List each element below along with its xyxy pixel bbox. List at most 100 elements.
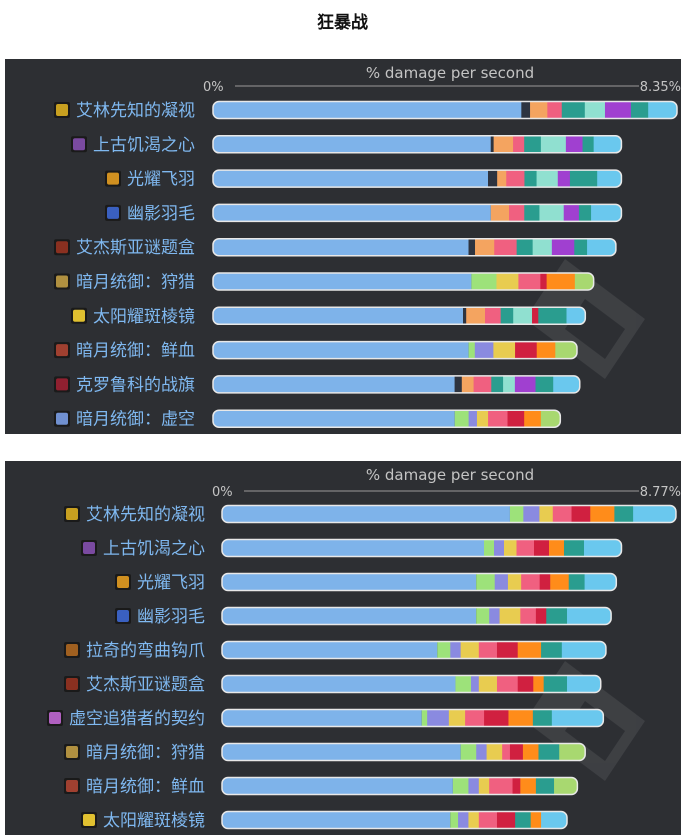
bar-row: 暗月统御：鲜血 bbox=[54, 340, 578, 361]
bar-row: 上古饥渴之心 bbox=[81, 538, 623, 559]
bar-segment bbox=[466, 307, 486, 325]
bar-segment bbox=[569, 170, 598, 188]
category-label: 拉奇的弯曲钩爪 bbox=[86, 641, 205, 661]
bar-outline bbox=[212, 169, 623, 188]
bar-segment bbox=[522, 743, 539, 761]
bar-segment bbox=[553, 375, 580, 393]
item-icon bbox=[105, 204, 121, 221]
bar-row: 克罗鲁科的战旗 bbox=[54, 375, 581, 395]
bar-row: 艾林先知的凝视 bbox=[64, 504, 677, 525]
bar-segment bbox=[567, 675, 601, 693]
bar-row: 光耀飞羽 bbox=[115, 572, 618, 593]
bar-base-segment bbox=[222, 777, 453, 795]
bar-segment bbox=[582, 135, 595, 153]
bar-base-segment bbox=[213, 170, 489, 188]
bar-outline bbox=[221, 674, 602, 694]
bar-segment bbox=[546, 273, 576, 290]
bar-segment bbox=[503, 375, 516, 393]
item-icon bbox=[64, 506, 80, 522]
bar-segment bbox=[548, 539, 565, 557]
bar-segment bbox=[524, 170, 538, 188]
category-label: 暗月统御：狩猎 bbox=[86, 743, 205, 763]
bar-segment bbox=[488, 410, 509, 428]
bar-segment bbox=[454, 410, 470, 428]
bar-row: 光耀飞羽 bbox=[105, 169, 623, 190]
bar-outline bbox=[221, 810, 568, 830]
item-icon bbox=[64, 676, 80, 692]
bar-segment bbox=[516, 238, 534, 256]
bar-segment bbox=[496, 273, 519, 290]
bar-segment bbox=[494, 238, 518, 256]
bar-segment bbox=[517, 641, 542, 659]
bar-row: 暗月统御：狩猎 bbox=[54, 272, 595, 293]
bar-base-segment bbox=[213, 273, 472, 290]
bar-outline bbox=[212, 272, 595, 291]
bar-base-segment bbox=[222, 607, 477, 625]
bar-segment bbox=[508, 709, 534, 727]
category-label: 上古饥渴之心 bbox=[103, 539, 205, 559]
bar-segment bbox=[474, 341, 494, 359]
bar-segment bbox=[484, 709, 509, 727]
bar-segment bbox=[502, 743, 511, 761]
bar-segment bbox=[590, 505, 615, 523]
category-label: 太阳耀斑棱镜 bbox=[93, 307, 195, 327]
item-icon bbox=[71, 136, 87, 153]
bar-base-segment bbox=[222, 709, 422, 727]
bar-segment bbox=[591, 204, 622, 222]
bar-segment bbox=[484, 539, 495, 557]
category-label: 艾林先知的凝视 bbox=[86, 505, 205, 525]
bar-segment bbox=[421, 709, 428, 727]
bar-segment bbox=[490, 135, 495, 153]
bar-segment bbox=[476, 743, 488, 761]
bar-base-segment bbox=[213, 238, 469, 256]
bar-segment bbox=[555, 341, 577, 359]
bar-base-segment bbox=[222, 743, 461, 761]
category-label: 光耀飞羽 bbox=[127, 170, 195, 190]
bar-segment bbox=[496, 641, 519, 659]
bar-segment bbox=[535, 777, 555, 795]
item-icon bbox=[54, 102, 70, 118]
bar-segment bbox=[468, 341, 476, 359]
bar-segment bbox=[450, 811, 459, 829]
bar-segment bbox=[568, 573, 586, 591]
bar-segment bbox=[489, 607, 501, 625]
bar-segment bbox=[488, 170, 498, 188]
bar-segment bbox=[489, 777, 514, 795]
bar-base-segment bbox=[222, 573, 477, 591]
bar-outline bbox=[221, 504, 677, 524]
bar-segment bbox=[541, 641, 563, 659]
bar-segment bbox=[478, 811, 498, 829]
bar-segment bbox=[512, 777, 521, 795]
bar-base-segment bbox=[213, 101, 522, 119]
bar-outline bbox=[212, 375, 581, 394]
bar-outline bbox=[221, 606, 612, 626]
bar-segment bbox=[520, 777, 537, 795]
bar-outline bbox=[212, 203, 623, 223]
bar-segment bbox=[554, 777, 578, 795]
bar-segment bbox=[538, 743, 560, 761]
bar-segment bbox=[574, 273, 594, 290]
bar-segment bbox=[604, 101, 632, 119]
bar-row: 幽影羽毛 bbox=[115, 606, 612, 627]
bar-outline bbox=[221, 572, 618, 592]
bar-segment bbox=[520, 607, 537, 625]
bar-outline bbox=[212, 100, 678, 120]
item-icon bbox=[64, 642, 80, 658]
bar-segment bbox=[513, 135, 525, 153]
bar-segment bbox=[494, 539, 505, 557]
category-label: 暗月统御：鲜血 bbox=[76, 341, 195, 361]
bar-segment bbox=[563, 204, 580, 222]
category-label: 上古饥渴之心 bbox=[93, 135, 195, 155]
bar-outline bbox=[212, 409, 562, 428]
x-tick-min: 0% bbox=[203, 80, 224, 95]
bar-segment bbox=[437, 641, 451, 659]
item-icon bbox=[64, 744, 80, 760]
category-label: 艾杰斯亚谜题盒 bbox=[86, 675, 205, 695]
item-icon bbox=[47, 710, 63, 726]
bar-outline bbox=[221, 538, 623, 558]
bar-segment bbox=[460, 641, 480, 659]
bar-segment bbox=[540, 273, 548, 290]
bar-segment bbox=[514, 375, 537, 393]
bar-segment bbox=[493, 341, 516, 359]
bar-segment bbox=[452, 777, 469, 795]
